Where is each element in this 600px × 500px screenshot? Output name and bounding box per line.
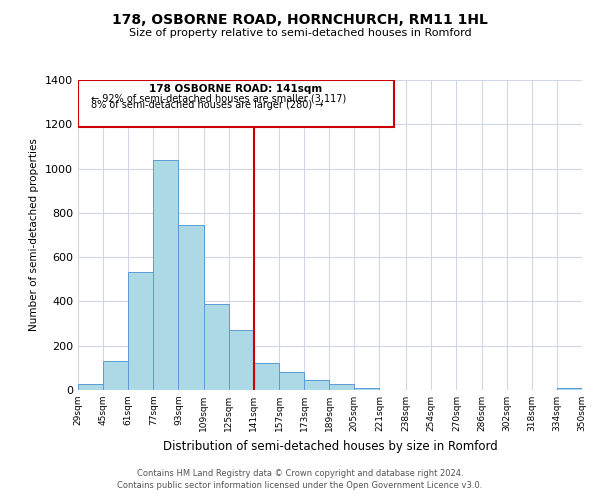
Text: ← 92% of semi-detached houses are smaller (3,117): ← 92% of semi-detached houses are smalle… (91, 94, 346, 104)
Bar (103, 361, 128, 390)
Text: 178, OSBORNE ROAD, HORNCHURCH, RM11 1HL: 178, OSBORNE ROAD, HORNCHURCH, RM11 1HL (112, 12, 488, 26)
Bar (279, 372, 304, 390)
Bar (78, 384, 103, 390)
Text: Contains public sector information licensed under the Open Government Licence v3: Contains public sector information licen… (118, 481, 482, 490)
Bar (154, 160, 178, 390)
Bar (254, 364, 279, 390)
Bar (355, 388, 379, 390)
Bar (178, 225, 203, 390)
Text: 8% of semi-detached houses are larger (280) →: 8% of semi-detached houses are larger (2… (91, 100, 323, 110)
Bar (203, 304, 229, 390)
Text: Contains HM Land Registry data © Crown copyright and database right 2024.: Contains HM Land Registry data © Crown c… (137, 468, 463, 477)
Text: Size of property relative to semi-detached houses in Romford: Size of property relative to semi-detach… (128, 28, 472, 38)
Text: 178 OSBORNE ROAD: 141sqm: 178 OSBORNE ROAD: 141sqm (149, 84, 322, 94)
Bar (304, 380, 329, 390)
X-axis label: Distribution of semi-detached houses by size in Romford: Distribution of semi-detached houses by … (163, 440, 497, 452)
Bar (329, 384, 355, 390)
Bar (557, 388, 582, 390)
Bar (229, 330, 254, 390)
FancyBboxPatch shape (78, 80, 394, 127)
Bar (128, 272, 154, 390)
Y-axis label: Number of semi-detached properties: Number of semi-detached properties (29, 138, 40, 332)
